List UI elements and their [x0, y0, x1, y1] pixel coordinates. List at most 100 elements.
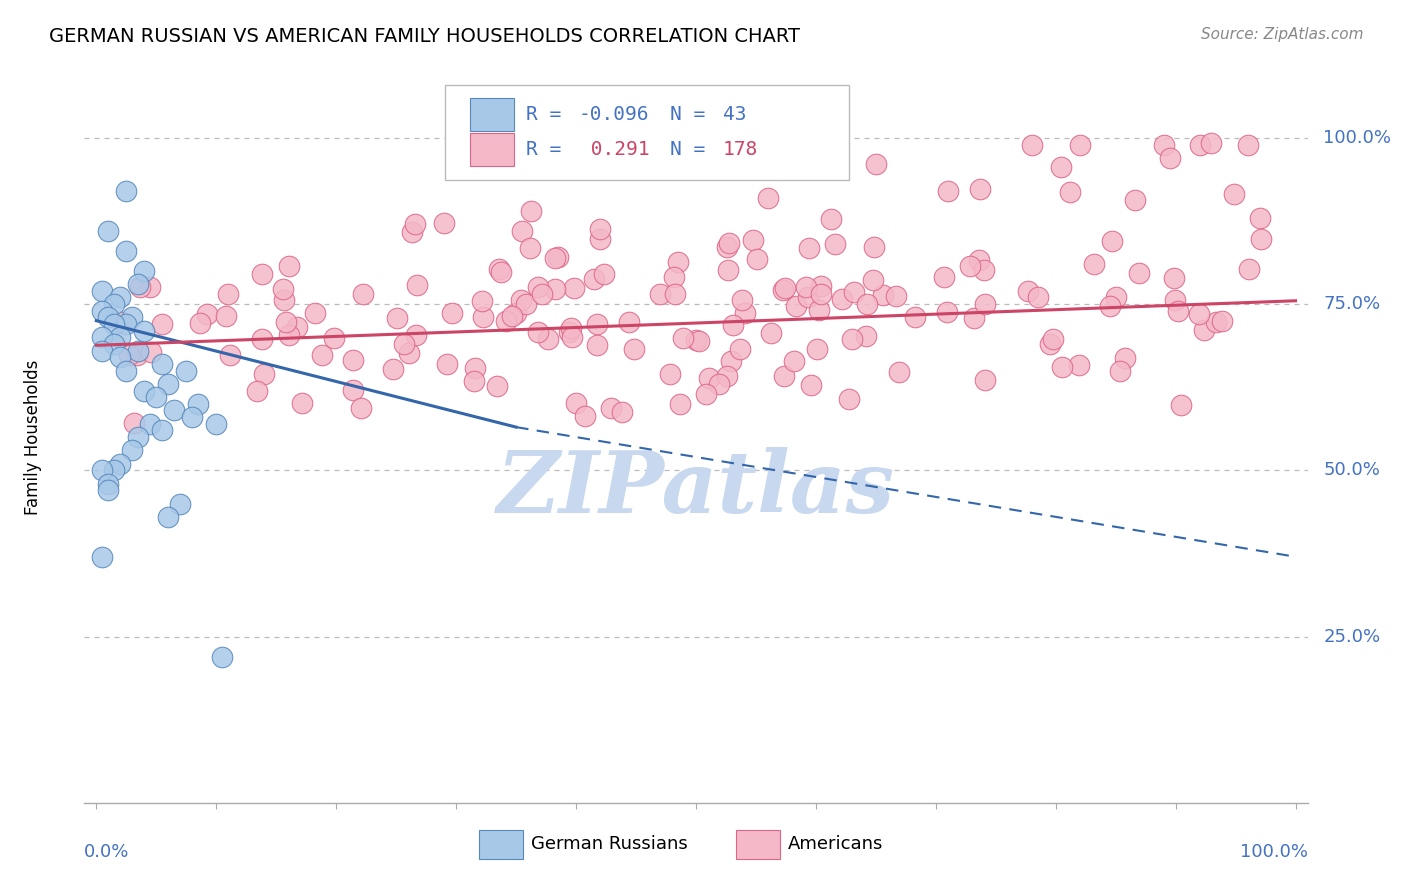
Point	[387, 311, 409, 326]
Point	[544, 252, 567, 266]
Point	[322, 331, 344, 345]
Point	[304, 306, 326, 320]
Point	[773, 280, 796, 294]
Point	[1017, 285, 1039, 299]
Point	[277, 327, 299, 342]
Point	[1069, 358, 1091, 372]
Point	[865, 157, 887, 171]
Point	[127, 277, 149, 292]
Point	[756, 191, 779, 205]
Point	[610, 405, 633, 419]
Point	[110, 330, 132, 344]
Point	[103, 297, 125, 311]
Point	[118, 348, 141, 362]
Point	[215, 309, 238, 323]
Point	[150, 317, 173, 331]
Point	[731, 293, 754, 307]
Text: German Russians: German Russians	[531, 836, 688, 854]
Point	[250, 267, 273, 281]
Point	[973, 297, 995, 311]
Text: Source: ZipAtlas.com: Source: ZipAtlas.com	[1201, 27, 1364, 42]
FancyBboxPatch shape	[470, 133, 513, 167]
Point	[841, 332, 863, 346]
Point	[759, 326, 782, 340]
Point	[471, 293, 494, 308]
Point	[129, 280, 152, 294]
Point	[734, 306, 756, 320]
Point	[544, 282, 567, 296]
Point	[91, 549, 114, 564]
Point	[91, 343, 114, 358]
Point	[810, 279, 832, 293]
FancyBboxPatch shape	[737, 830, 780, 859]
Point	[1199, 136, 1222, 150]
Point	[863, 239, 886, 253]
Point	[1059, 185, 1081, 199]
Text: GERMAN RUSSIAN VS AMERICAN FAMILY HOUSEHOLDS CORRELATION CHART: GERMAN RUSSIAN VS AMERICAN FAMILY HOUSEH…	[49, 27, 800, 45]
Point	[515, 297, 537, 311]
Point	[250, 332, 273, 346]
Point	[1109, 364, 1132, 378]
Point	[91, 284, 114, 298]
Point	[1101, 234, 1123, 248]
Point	[820, 212, 842, 227]
Point	[406, 277, 429, 292]
Point	[115, 317, 138, 331]
Point	[855, 297, 877, 311]
Point	[842, 285, 865, 299]
Point	[187, 397, 209, 411]
Point	[1188, 137, 1211, 152]
Point	[91, 303, 114, 318]
Point	[274, 315, 297, 329]
Point	[519, 203, 541, 218]
Point	[1050, 160, 1073, 174]
Point	[471, 310, 494, 325]
Point	[1159, 151, 1181, 165]
Point	[973, 263, 995, 277]
Point	[672, 331, 695, 345]
Point	[936, 304, 959, 318]
Point	[122, 416, 145, 430]
Point	[110, 315, 132, 329]
Point	[125, 348, 148, 362]
Point	[1164, 293, 1187, 308]
Text: Americans: Americans	[787, 836, 883, 854]
Point	[121, 310, 143, 325]
Text: 0.0%: 0.0%	[84, 843, 129, 861]
Point	[501, 309, 523, 323]
Point	[311, 348, 333, 362]
Point	[967, 252, 990, 267]
Point	[808, 303, 831, 318]
Point	[526, 325, 548, 339]
Point	[797, 241, 820, 255]
Point	[810, 286, 832, 301]
Point	[531, 287, 554, 301]
Point	[695, 387, 717, 401]
Point	[707, 377, 730, 392]
Point	[398, 346, 420, 360]
Point	[537, 333, 560, 347]
Point	[401, 225, 423, 239]
Point	[974, 373, 997, 387]
Point	[547, 251, 569, 265]
Point	[1104, 290, 1126, 304]
Point	[565, 396, 588, 410]
Point	[561, 330, 583, 344]
Point	[824, 237, 846, 252]
Point	[1167, 304, 1189, 318]
Point	[936, 184, 959, 198]
Point	[1021, 137, 1043, 152]
Text: 25.0%: 25.0%	[1323, 628, 1381, 646]
Text: 100.0%: 100.0%	[1323, 128, 1392, 147]
Point	[904, 310, 927, 325]
Point	[1194, 323, 1216, 337]
Point	[110, 457, 132, 471]
Point	[969, 182, 991, 196]
Point	[291, 396, 314, 410]
Point	[115, 244, 138, 258]
Point	[97, 224, 120, 238]
Point	[1153, 137, 1175, 152]
Point	[110, 290, 132, 304]
Point	[669, 397, 692, 411]
Point	[139, 344, 162, 359]
